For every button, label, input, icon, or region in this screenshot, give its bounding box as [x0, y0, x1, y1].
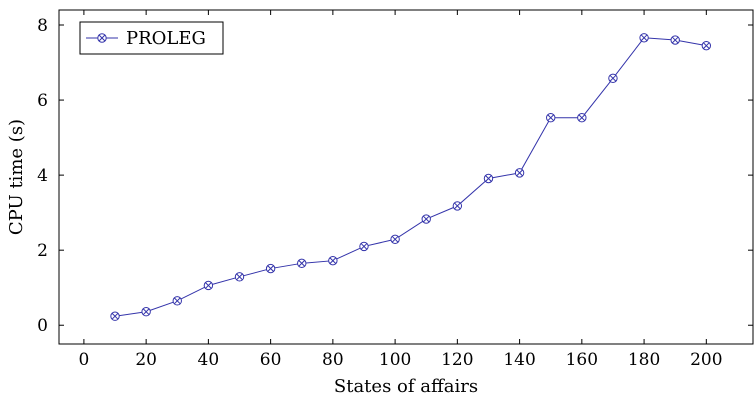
data-point — [265, 263, 276, 274]
data-point — [452, 201, 463, 211]
data-point — [141, 307, 151, 317]
x-tick-label: 40 — [198, 350, 220, 370]
data-point — [203, 280, 214, 291]
x-tick-label: 160 — [566, 350, 598, 370]
data-point — [110, 311, 120, 321]
legend-entry: PROLEG — [126, 28, 206, 49]
data-point — [546, 113, 556, 123]
series-layer — [110, 33, 712, 321]
legend-marker — [97, 33, 107, 43]
series-line — [114, 37, 707, 317]
data-point — [328, 255, 338, 266]
legend: PROLEG — [79, 21, 224, 55]
data-point — [297, 258, 307, 269]
data-point — [234, 272, 245, 282]
data-point — [577, 113, 587, 123]
y-tick-label: 0 — [37, 316, 48, 336]
x-tick-label: 80 — [322, 350, 344, 370]
x-tick-label: 100 — [379, 350, 411, 370]
plot-frame — [58, 9, 754, 345]
x-tick-label: 120 — [441, 350, 473, 370]
data-point — [670, 35, 680, 45]
data-point — [639, 33, 649, 43]
ticks: 0 20 40 60 80 100 120 140 160 180 200 0 2 4 6 8 — [37, 10, 753, 370]
y-tick-label: 4 — [37, 166, 48, 186]
data-point — [483, 173, 494, 184]
x-tick-label: 180 — [628, 350, 660, 370]
data-point — [359, 241, 369, 252]
data-point — [608, 73, 618, 84]
x-tick-label: 60 — [260, 350, 282, 370]
data-point — [421, 214, 431, 224]
data-point — [514, 168, 525, 178]
y-tick-label: 2 — [37, 241, 48, 261]
y-tick-label: 6 — [37, 91, 48, 111]
y-tick-label: 8 — [37, 16, 48, 36]
x-axis-label: States of affairs — [334, 376, 478, 397]
y-axis-label: CPU time (s) — [6, 119, 27, 235]
x-tick-label: 140 — [503, 350, 535, 370]
data-point — [390, 234, 400, 244]
legend-marker-icon — [97, 33, 107, 43]
data-point — [701, 40, 712, 51]
x-tick-label: 0 — [78, 350, 89, 370]
data-point — [172, 296, 182, 306]
x-tick-label: 200 — [690, 350, 722, 370]
x-tick-label: 20 — [135, 350, 157, 370]
